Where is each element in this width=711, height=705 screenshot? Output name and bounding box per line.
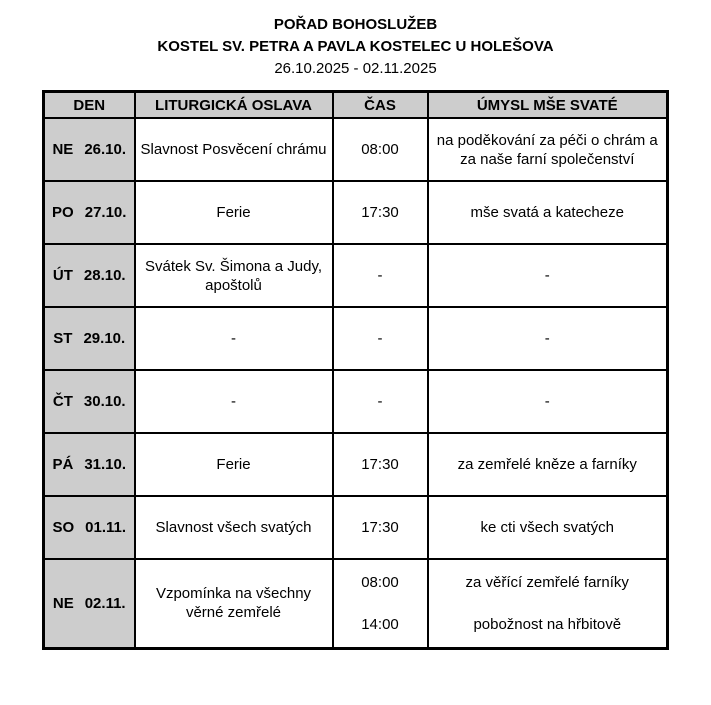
day-date: 26.10.: [84, 141, 127, 158]
table-row: ÚT 28.10. Svátek Sv. Šimona a Judy, apošt…: [42, 243, 669, 308]
intention-value: ke cti všech svatých: [480, 519, 614, 536]
table-row: NE 02.11. Vzpomínka na všechny věrné zemř…: [42, 558, 669, 649]
time-cell: 17:30: [331, 180, 429, 245]
intention-cell: za věřící zemřelé farníky pobožnost na hř…: [426, 558, 669, 649]
time-cell: -: [331, 306, 429, 371]
intention-cell: za zemřelé kněze a farníky: [426, 432, 669, 497]
day-date: 31.10.: [84, 456, 127, 473]
time-value: 17:30: [361, 204, 399, 221]
time-value: 08:00: [361, 141, 399, 158]
date-range: 26.10.2025 - 02.11.2025: [274, 60, 437, 77]
day-cell: ST 29.10.: [42, 306, 136, 371]
table-row: SO 01.11. Slavnost všech svatých 17:30 ke…: [42, 495, 669, 560]
day-date: 01.11.: [85, 519, 127, 536]
celebration-cell: -: [133, 369, 334, 434]
time-cell: 17:30: [331, 432, 429, 497]
col-header-day: DEN: [42, 90, 136, 119]
day-cell: ČT 30.10.: [42, 369, 136, 434]
day-date: 29.10.: [83, 330, 126, 347]
time-value: 08:00: [361, 573, 399, 591]
day-cell: NE 26.10.: [42, 117, 136, 182]
intention-value: pobožnost na hřbitově: [473, 615, 622, 633]
day-date: 27.10.: [84, 204, 127, 221]
intention-cell: ke cti všech svatých: [426, 495, 669, 560]
day-cell: SO 01.11.: [42, 495, 136, 560]
table-row: PO 27.10. Ferie 17:30 mše svatá a kateche…: [42, 180, 669, 245]
intention-cell: -: [426, 306, 669, 371]
time-value: -: [377, 330, 383, 347]
table-row: PÁ 31.10. Ferie 17:30 za zemřelé kněze a …: [42, 432, 669, 497]
time-value: -: [377, 393, 383, 410]
time-value: 17:30: [361, 519, 399, 536]
col-header-celebration: LITURGICKÁ OSLAVA: [133, 90, 334, 119]
time-cell: -: [331, 243, 429, 308]
intention-cell: na poděkování za péči o chrám a za naše …: [426, 117, 669, 182]
day-date: 30.10.: [83, 393, 126, 410]
time-cell: 08:00 14:00: [331, 558, 429, 649]
day-cell: ÚT 28.10.: [42, 243, 136, 308]
church-name: KOSTEL SV. PETRA A PAVLA KOSTELEC U HOLE…: [157, 38, 554, 55]
day-abbrev: NE: [52, 141, 74, 158]
celebration-cell: Ferie: [133, 432, 334, 497]
day-abbrev: PÁ: [52, 456, 74, 473]
celebration-cell: Ferie: [133, 180, 334, 245]
day-cell: PÁ 31.10.: [42, 432, 136, 497]
intention-value: -: [544, 267, 550, 284]
day-cell: PO 27.10.: [42, 180, 136, 245]
intention-value: za zemřelé kněze a farníky: [457, 456, 637, 473]
intention-value: mše svatá a katecheze: [470, 204, 624, 221]
table-row: ČT 30.10. - - -: [42, 369, 669, 434]
celebration-cell: Slavnost Posvěcení chrámu: [133, 117, 334, 182]
intention-value: za věřící zemřelé farníky: [465, 573, 629, 591]
day-abbrev: ČT: [52, 393, 73, 410]
celebration-cell: -: [133, 306, 334, 371]
intention-cell: mše svatá a katecheze: [426, 180, 669, 245]
time-cell: -: [331, 369, 429, 434]
col-header-time: ČAS: [331, 90, 429, 119]
day-date: 28.10.: [83, 267, 126, 284]
celebration-cell: Slavnost všech svatých: [133, 495, 334, 560]
table-row: NE 26.10. Slavnost Posvěcení chrámu 08:00…: [42, 117, 669, 182]
celebration-cell: Vzpomínka na všechny věrné zemřelé: [133, 558, 334, 649]
col-header-intention: ÚMYSL MŠE SVATÉ: [426, 90, 669, 119]
time-cell: 08:00: [331, 117, 429, 182]
day-abbrev: SO: [52, 519, 75, 536]
day-abbrev: NE: [52, 594, 74, 612]
day-abbrev: ÚT: [52, 267, 73, 284]
table-row: ST 29.10. - - -: [42, 306, 669, 371]
day-cell: NE 02.11.: [42, 558, 136, 649]
day-date: 02.11.: [84, 594, 126, 612]
day-abbrev: PO: [52, 204, 74, 221]
document-header: POŘAD BOHOSLUŽEB KOSTEL SV. PETRA A PAVL…: [0, 0, 711, 80]
time-value: 17:30: [361, 456, 399, 473]
time-value: -: [377, 267, 383, 284]
celebration-cell: Svátek Sv. Šimona a Judy, apoštolů: [133, 243, 334, 308]
intention-value: -: [544, 393, 550, 410]
intention-cell: -: [426, 243, 669, 308]
page-title: POŘAD BOHOSLUŽEB: [273, 16, 438, 33]
intention-cell: -: [426, 369, 669, 434]
intention-value: -: [544, 330, 550, 347]
time-value: 14:00: [361, 615, 399, 633]
schedule-body: NE 26.10. Slavnost Posvěcení chrámu 08:00…: [42, 117, 669, 649]
intention-value: na poděkování za péči o chrám a za naše …: [436, 131, 658, 168]
day-abbrev: ST: [53, 330, 73, 347]
time-cell: 17:30: [331, 495, 429, 560]
header-row: DEN LITURGICKÁ OSLAVA ČAS ÚMYSL MŠE SVAT…: [42, 90, 669, 119]
mass-schedule-table: DEN LITURGICKÁ OSLAVA ČAS ÚMYSL MŠE SVAT…: [42, 90, 669, 650]
